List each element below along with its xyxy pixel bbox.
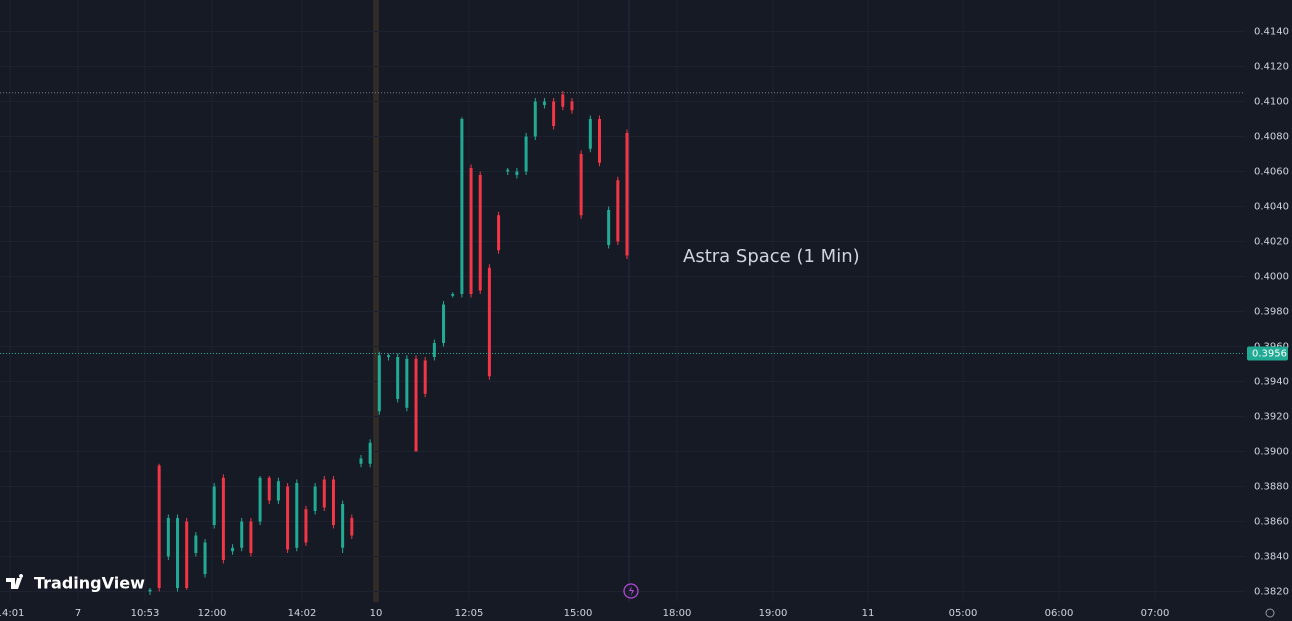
y-tick-label: 0.3840 (1254, 552, 1289, 563)
candle-body (607, 210, 611, 245)
candle-body (542, 101, 546, 105)
candle-body (286, 486, 290, 550)
candle-body (157, 465, 161, 588)
x-tick-label: 15:00 (564, 608, 593, 619)
y-tick-label: 0.4080 (1254, 132, 1289, 143)
y-tick-label: 0.4040 (1254, 202, 1289, 213)
candle-body (506, 169, 510, 172)
candle-body (212, 486, 216, 525)
candle-body (515, 171, 519, 175)
candle-body (432, 343, 436, 357)
candle-body (176, 518, 180, 588)
candle-body (533, 101, 537, 137)
candle-body (377, 355, 381, 412)
candle-body (524, 136, 528, 172)
candle-body (616, 180, 620, 242)
y-tick-label: 0.4000 (1254, 272, 1289, 283)
candle-body (313, 486, 317, 511)
candle-body (396, 357, 400, 399)
candle-body (148, 589, 152, 592)
y-tick-label: 0.3880 (1254, 482, 1289, 493)
candle-body (570, 101, 574, 111)
candle-body (221, 477, 225, 560)
y-tick-label: 0.3940 (1254, 377, 1289, 388)
candle-body (460, 119, 464, 294)
candle-body (240, 521, 244, 548)
last-price-label: 0.3956 (1252, 349, 1287, 360)
candle-body (185, 521, 189, 588)
y-tick-label: 0.3820 (1254, 587, 1289, 598)
candle-body (561, 94, 565, 107)
candle-body (469, 168, 473, 294)
candle-body (478, 175, 482, 291)
y-tick-label: 0.3900 (1254, 447, 1289, 458)
candle-body (276, 481, 280, 501)
candle-body (387, 355, 390, 357)
candle-body (414, 358, 418, 452)
chart-title: Astra Space (1 Min) (683, 246, 860, 267)
x-tick-label: 14:02 (288, 608, 317, 619)
y-tick-label: 0.4100 (1254, 97, 1289, 108)
candle-body (203, 542, 207, 574)
candle-body (451, 294, 455, 296)
x-tick-label: 18:00 (663, 608, 692, 619)
candle-body (552, 101, 556, 126)
y-tick-label: 0.4060 (1254, 167, 1289, 178)
candle-body (588, 119, 592, 149)
y-tick-label: 0.3920 (1254, 412, 1289, 423)
candle-body (350, 518, 354, 536)
candle-body (487, 267, 491, 377)
logo: TradingView (6, 574, 145, 593)
x-tick-label: 12:05 (455, 608, 484, 619)
candle-body (405, 358, 409, 408)
candle-body (497, 215, 501, 251)
candle-body (423, 360, 427, 394)
x-tick-label: 06:00 (1045, 608, 1074, 619)
candle-body (304, 509, 308, 543)
candle-body (295, 483, 299, 548)
candle-body (368, 442, 372, 464)
y-tick-label: 0.3980 (1254, 307, 1289, 318)
candle-body (194, 535, 198, 553)
candle-body (166, 518, 170, 557)
x-tick-label: 14:01 (0, 608, 24, 619)
candle-body (597, 119, 601, 163)
candle-body (359, 458, 363, 464)
candle-body (625, 133, 629, 256)
candle-body (579, 154, 583, 216)
y-tick-label: 0.4120 (1254, 62, 1289, 73)
x-tick-label: 10:53 (131, 608, 160, 619)
candle-body (322, 479, 326, 508)
y-tick-label: 0.3860 (1254, 517, 1289, 528)
event-bolt (629, 586, 634, 596)
candle-body (249, 521, 253, 553)
plot-area (0, 0, 1245, 602)
y-tick-label: 0.4020 (1254, 237, 1289, 248)
x-tick-label: 12:00 (198, 608, 227, 619)
candle-body (341, 504, 345, 548)
settings-icon[interactable] (1265, 608, 1275, 618)
y-tick-label: 0.4140 (1254, 27, 1289, 38)
candle-body (258, 477, 262, 522)
candle-body (442, 304, 446, 343)
x-tick-label: 10 (370, 608, 383, 619)
x-tick-label: 7 (75, 608, 81, 619)
brand: TradingView (34, 574, 145, 593)
x-tick-label: 11 (862, 608, 875, 619)
x-tick-label: 05:00 (949, 608, 978, 619)
last-price-box (1247, 346, 1288, 361)
candle-body (267, 477, 271, 501)
event-icon[interactable] (623, 583, 639, 599)
x-tick-label: 19:00 (759, 608, 788, 619)
x-tick-label: 07:00 (1141, 608, 1170, 619)
candle-body (231, 547, 235, 552)
candle-body (331, 479, 335, 525)
